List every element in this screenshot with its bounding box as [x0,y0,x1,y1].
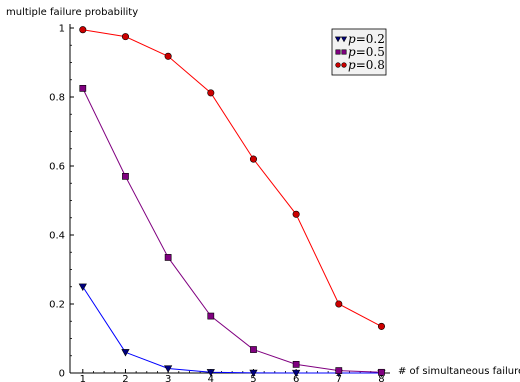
x-tick-label: 4 [208,374,214,382]
x-tick-label: 2 [122,374,128,382]
x-tick-label: 1 [80,374,86,382]
series-group [79,26,386,330]
data-point-circle [377,322,386,330]
legend: p=0.2p=0.5p=0.8 [331,28,387,76]
y-tick-label: 0.8 [49,93,65,104]
x-axis-label: # of simultaneous failures [398,366,520,377]
data-point-circle [341,62,347,68]
data-point-square [164,254,172,261]
series-group [78,283,386,378]
y-tick-label: 0 [59,369,65,380]
data-point-circle [79,26,87,34]
axes: 0 0.2 0.4 0.6 0.8 1 1 2 3 4 5 6 7 8 [49,24,390,382]
series-line [82,88,382,373]
data-point-triangle [340,36,348,43]
legend-label: p=0.5 [348,45,385,59]
x-tick-label: 8 [378,374,384,382]
data-point-square [378,368,385,376]
data-point-circle [292,210,300,218]
data-point-circle [249,155,258,163]
data-point-triangle [164,365,173,373]
data-point-circle [164,52,172,60]
data-point-triangle [334,36,342,43]
data-point-square [122,172,129,180]
data-point-circle [207,89,215,97]
series-line [82,29,382,327]
y-tick-label: 0.2 [49,300,65,311]
data-point-triangle [249,369,258,378]
data-point-square [335,49,341,55]
data-point-triangle [121,349,130,357]
data-point-square [207,312,215,320]
data-point-square [341,49,347,55]
series-layer [78,26,386,378]
data-point-square [292,361,300,368]
y-tick-label: 0.6 [49,162,65,173]
y-tick-label: 0.4 [49,231,65,242]
data-point-circle [335,300,343,308]
legend-label: p=0.8 [348,58,385,72]
y-axis-label: multiple failure probability [6,7,138,18]
x-tick-label: 3 [165,374,171,382]
data-point-square [79,85,87,92]
data-point-circle [121,33,130,41]
data-point-square [335,367,343,374]
legend-label: p=0.2 [348,32,385,46]
x-tick-label: 7 [336,374,342,382]
data-point-triangle [206,369,215,377]
data-point-triangle [292,369,301,378]
legend-marker-group [335,62,347,68]
data-point-square [250,346,257,353]
data-point-triangle [78,283,87,291]
y-tick-label: 1 [59,24,65,35]
x-tick-label: 5 [250,374,256,382]
legend-marker-group [334,36,348,43]
series-line [82,286,382,374]
data-point-circle [335,62,341,68]
legend-marker-group [335,49,347,55]
series-group [79,85,385,376]
x-tick-label: 6 [293,374,299,382]
